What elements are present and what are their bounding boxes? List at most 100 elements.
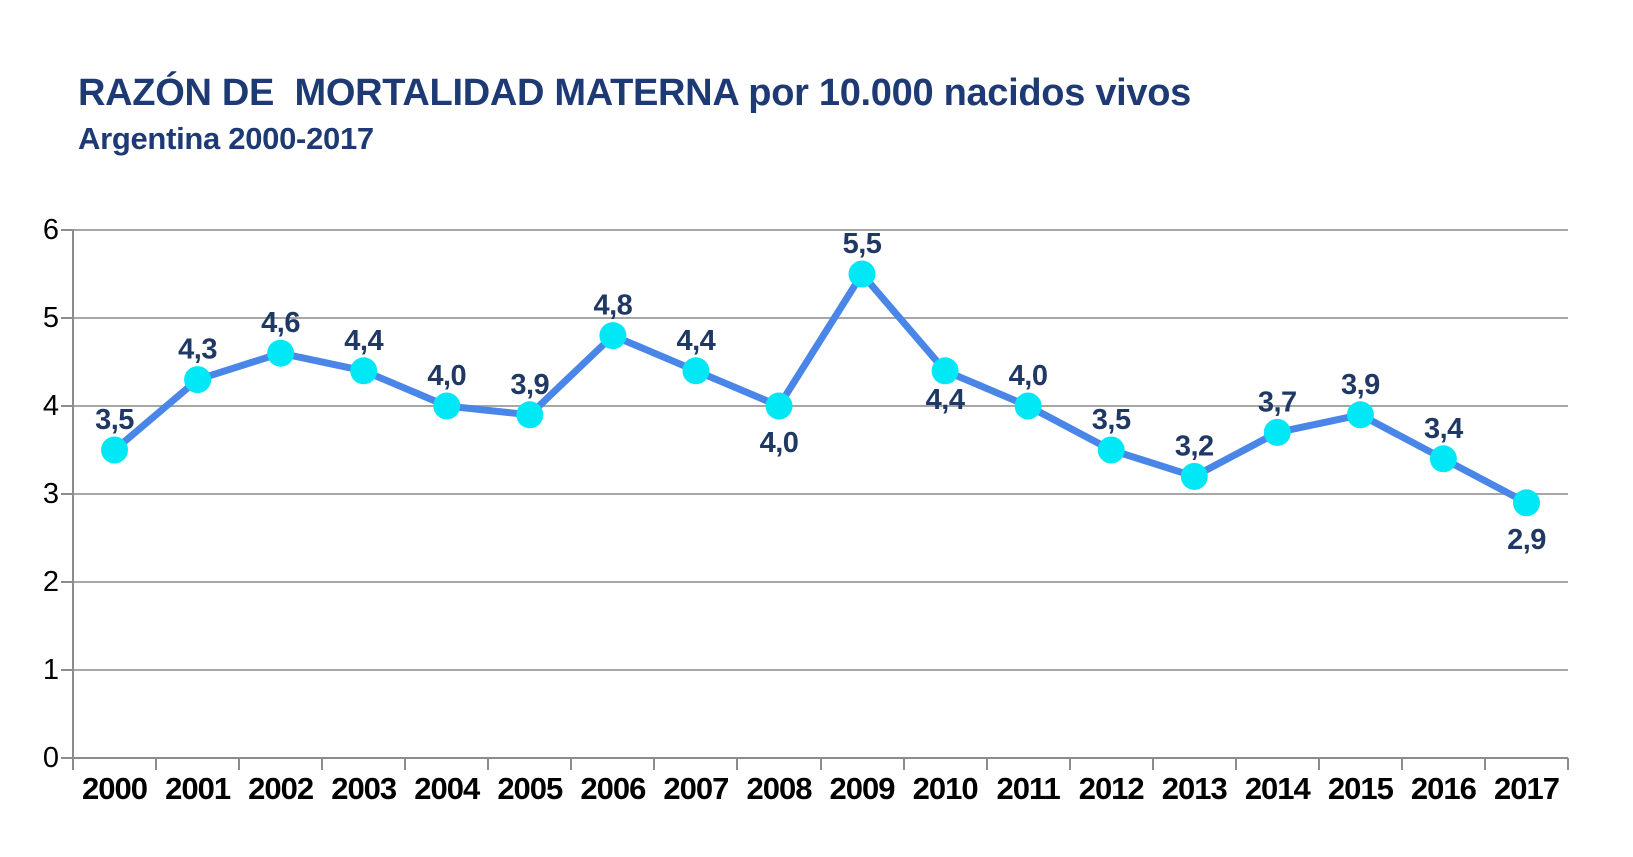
x-tick bbox=[155, 758, 158, 770]
data-line bbox=[111, 270, 1530, 507]
y-axis-line bbox=[72, 230, 74, 770]
data-point-label: 4,0 bbox=[1009, 360, 1048, 392]
data-point-marker bbox=[267, 339, 295, 367]
x-tick bbox=[487, 758, 490, 770]
data-point-label: 2,9 bbox=[1507, 524, 1546, 556]
x-tick bbox=[1317, 758, 1320, 770]
data-point-label: 3,5 bbox=[1092, 404, 1131, 436]
data-point-label: 4,4 bbox=[926, 384, 965, 416]
data-point-marker bbox=[1429, 445, 1457, 473]
x-tick bbox=[1151, 758, 1154, 770]
y-axis-label: 0 bbox=[42, 742, 59, 774]
x-tick bbox=[819, 758, 822, 770]
y-tick bbox=[61, 493, 73, 495]
data-point-marker bbox=[433, 392, 461, 420]
data-point-label: 4,0 bbox=[760, 427, 799, 459]
gridline bbox=[73, 581, 1568, 583]
x-axis-label: 2013 bbox=[1161, 771, 1228, 806]
x-tick bbox=[1567, 758, 1569, 770]
y-tick bbox=[61, 669, 73, 671]
data-point-marker bbox=[350, 357, 378, 385]
x-axis-label: 2009 bbox=[829, 771, 896, 806]
x-axis-label: 2015 bbox=[1327, 771, 1394, 806]
y-axis-label: 6 bbox=[42, 214, 59, 246]
data-point-marker bbox=[848, 260, 876, 288]
data-point-label: 3,9 bbox=[510, 369, 549, 401]
x-axis-label: 2017 bbox=[1493, 771, 1560, 806]
x-tick bbox=[1068, 758, 1071, 770]
data-point-label: 3,5 bbox=[95, 404, 134, 436]
chart-title: RAZÓN DE MORTALIDAD MATERNA por 10.000 n… bbox=[78, 72, 1191, 114]
data-point-marker bbox=[516, 401, 544, 429]
y-axis-label: 3 bbox=[42, 478, 59, 510]
data-point-marker bbox=[931, 357, 959, 385]
x-tick bbox=[321, 758, 324, 770]
data-point-label: 4,6 bbox=[261, 307, 300, 339]
gridline bbox=[73, 669, 1568, 671]
x-tick bbox=[653, 758, 656, 770]
x-axis-label: 2014 bbox=[1244, 771, 1311, 806]
data-point-label: 4,4 bbox=[676, 325, 715, 357]
x-axis-label: 2000 bbox=[82, 771, 148, 806]
x-axis-label: 2001 bbox=[165, 771, 231, 806]
x-tick bbox=[985, 758, 988, 770]
x-axis-label: 2012 bbox=[1078, 771, 1145, 806]
data-point-marker bbox=[1014, 392, 1042, 420]
chart-subtitle: Argentina 2000-2017 bbox=[78, 121, 374, 156]
data-point-label: 4,3 bbox=[178, 334, 217, 366]
data-point-marker bbox=[101, 436, 128, 464]
x-tick bbox=[1483, 758, 1486, 770]
data-point-label: 4,0 bbox=[427, 360, 466, 392]
gridline bbox=[73, 317, 1568, 319]
x-axis-label: 2006 bbox=[580, 771, 646, 806]
x-tick bbox=[1400, 758, 1403, 770]
x-axis-label: 2002 bbox=[248, 771, 314, 806]
plot-area: 3,5 4,3 4,6 4,4 4,0 3,9 4,8 4,4 4,0 5,5 4,4 4,0 3,5 3… bbox=[61, 228, 1569, 770]
data-point-marker bbox=[765, 392, 793, 420]
x-tick bbox=[238, 758, 241, 770]
y-tick bbox=[61, 405, 73, 407]
data-point-label: 4,4 bbox=[344, 325, 383, 357]
y-tick bbox=[61, 581, 73, 583]
x-axis-label: 2004 bbox=[414, 771, 480, 806]
line-series-svg: 3,5 4,3 4,6 4,4 4,0 3,9 4,8 4,4 4,0 5,5 4,4 4,0 3,5 3… bbox=[95, 228, 1547, 556]
gridline bbox=[73, 405, 1568, 407]
x-axis-label: 2016 bbox=[1410, 771, 1477, 806]
data-point-marker bbox=[1513, 489, 1540, 517]
data-point-label: 3,9 bbox=[1341, 369, 1380, 401]
data-point-marker bbox=[1346, 401, 1374, 429]
x-tick bbox=[72, 758, 74, 770]
data-point-label: 5,5 bbox=[843, 228, 882, 260]
data-point-marker bbox=[1180, 462, 1208, 490]
x-tick bbox=[1234, 758, 1237, 770]
y-axis-label: 2 bbox=[42, 566, 59, 598]
x-axis-label: 2011 bbox=[996, 771, 1060, 806]
x-tick bbox=[902, 758, 905, 770]
gridline bbox=[73, 493, 1568, 495]
data-point-marker bbox=[1263, 418, 1291, 446]
gridline bbox=[73, 229, 1568, 231]
x-axis-label: 2008 bbox=[746, 771, 812, 806]
x-tick bbox=[736, 758, 739, 770]
x-tick bbox=[404, 758, 407, 770]
data-point-marker bbox=[1097, 436, 1125, 464]
y-tick bbox=[61, 757, 73, 759]
data-point-marker bbox=[599, 322, 627, 350]
y-axis-label: 5 bbox=[42, 302, 59, 334]
y-tick bbox=[61, 229, 73, 231]
x-axis-label: 2003 bbox=[331, 771, 397, 806]
y-axis-label: 4 bbox=[42, 390, 59, 422]
y-axis-label: 1 bbox=[42, 654, 59, 686]
x-axis-label: 2010 bbox=[912, 771, 979, 806]
x-axis-label: 2005 bbox=[497, 771, 563, 806]
data-point-label: 4,8 bbox=[593, 290, 632, 322]
data-point-label: 3,2 bbox=[1175, 430, 1214, 462]
x-axis-label: 2007 bbox=[663, 771, 729, 806]
data-point-label: 3,7 bbox=[1258, 386, 1297, 418]
x-tick bbox=[570, 758, 573, 770]
y-tick bbox=[61, 317, 73, 319]
data-point-label: 3,4 bbox=[1424, 413, 1463, 445]
data-point-marker bbox=[184, 366, 212, 394]
data-point-marker bbox=[682, 357, 710, 385]
